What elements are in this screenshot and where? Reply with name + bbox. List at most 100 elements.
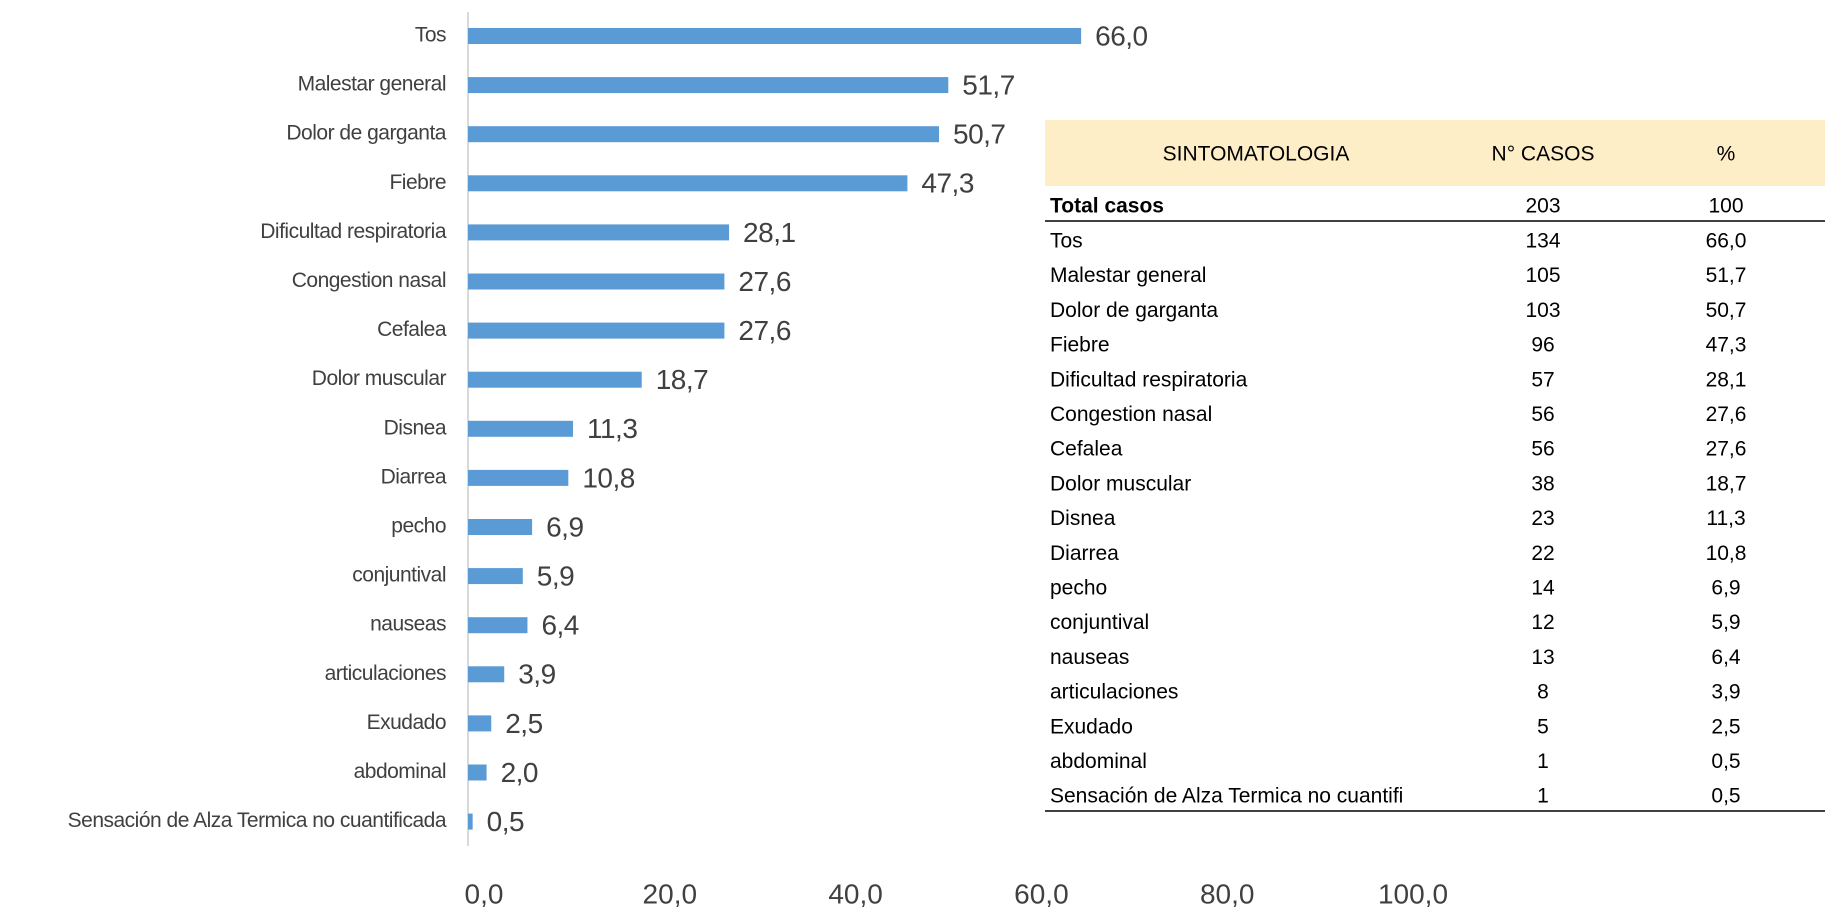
bar	[468, 764, 487, 781]
table-cell: 6,9	[1711, 577, 1740, 600]
category-label: abdominal	[354, 760, 446, 783]
bar	[468, 715, 492, 732]
table-cell: 18,7	[1706, 472, 1747, 495]
table-cell: 14	[1531, 577, 1555, 600]
table-cell: Disnea	[1050, 507, 1116, 530]
table-cell: articulaciones	[1050, 681, 1178, 704]
table-cell: 23	[1531, 507, 1554, 530]
bar	[468, 28, 1082, 44]
x-tick-label: 20,0	[643, 878, 698, 909]
table-cell: 103	[1525, 299, 1560, 322]
category-label: conjuntival	[352, 564, 446, 587]
value-label: 2,5	[505, 708, 542, 739]
table-cell: 56	[1531, 438, 1554, 461]
table-cell: 5	[1537, 715, 1549, 738]
category-label: articulaciones	[325, 662, 446, 685]
table-cell: 8	[1537, 681, 1549, 704]
value-label: 2,0	[501, 757, 538, 788]
table-cell: 27,6	[1706, 403, 1747, 426]
category-label: pecho	[391, 515, 446, 538]
table-header: SINTOMATOLOGIA	[1163, 143, 1350, 166]
table-cell: 6,4	[1711, 646, 1741, 669]
category-label: Cefalea	[377, 318, 447, 341]
table-cell: Malestar general	[1050, 264, 1206, 287]
value-label: 47,3	[921, 168, 974, 199]
category-label: nauseas	[370, 613, 446, 636]
category-label: Dificultad respiratoria	[260, 220, 447, 243]
table-cell: Dolor de garganta	[1050, 299, 1218, 322]
table-cell: 38	[1531, 472, 1554, 495]
table-cell: 10,8	[1706, 542, 1747, 565]
category-label: Diarrea	[381, 465, 447, 488]
table-cell: 50,7	[1706, 299, 1747, 322]
table-cell: 11,3	[1706, 507, 1745, 530]
table-cell: Sensación de Alza Termica no cuantifi	[1050, 785, 1403, 808]
table-cell: Dolor muscular	[1050, 472, 1191, 495]
table-cell: 47,3	[1706, 334, 1747, 357]
table-cell: 13	[1531, 646, 1554, 669]
table-cell: Exudado	[1050, 715, 1133, 738]
table-cell: abdominal	[1050, 750, 1147, 773]
bar	[468, 77, 949, 94]
value-label: 10,8	[582, 462, 635, 493]
table-cell: Fiebre	[1050, 334, 1110, 357]
value-label: 5,9	[537, 560, 574, 591]
x-tick-label: 60,0	[1014, 878, 1069, 909]
bar	[468, 322, 725, 339]
table-cell: 3,9	[1711, 681, 1740, 704]
x-tick-label: 40,0	[828, 878, 883, 909]
bar	[468, 813, 473, 830]
category-label: Disnea	[384, 416, 447, 439]
category-label: Dolor muscular	[312, 367, 447, 390]
category-label: Congestion nasal	[292, 269, 446, 292]
value-label: 50,7	[953, 119, 1006, 150]
table-cell: 51,7	[1706, 264, 1747, 287]
table-cell: 2,5	[1711, 715, 1740, 738]
table-cell: 22	[1531, 542, 1554, 565]
table-cell: 57	[1531, 368, 1554, 391]
table-header: N° CASOS	[1492, 143, 1595, 166]
table-cell: 66,0	[1706, 230, 1747, 253]
table-cell: Diarrea	[1050, 542, 1119, 565]
table-cell: 1	[1537, 785, 1549, 808]
bar	[468, 420, 573, 437]
bar	[468, 224, 730, 241]
table-cell: 1	[1537, 750, 1549, 773]
value-label: 27,6	[738, 266, 791, 297]
bar	[468, 568, 523, 585]
table-cell: 12	[1531, 611, 1554, 634]
table-cell: 27,6	[1706, 438, 1747, 461]
table-cell: pecho	[1050, 577, 1107, 600]
table-header: %	[1717, 143, 1736, 166]
table-cell: 0,5	[1711, 785, 1740, 808]
value-label: 18,7	[656, 364, 709, 395]
category-label: Sensación de Alza Termica no cuantificad…	[68, 809, 447, 832]
table-cell: 0,5	[1711, 750, 1740, 773]
bar	[468, 519, 533, 535]
x-tick-label: 0,0	[465, 878, 504, 909]
category-label: Malestar general	[298, 73, 446, 96]
table-header-band	[1045, 120, 1825, 186]
table-cell: Dificultad respiratoria	[1050, 368, 1248, 391]
value-label: 3,9	[518, 659, 555, 690]
bar	[468, 469, 569, 486]
bar	[468, 175, 908, 192]
table-cell: Cefalea	[1050, 438, 1123, 461]
category-label: Exudado	[367, 711, 446, 734]
table-cell: 5,9	[1711, 611, 1740, 634]
table-cell: 96	[1531, 334, 1554, 357]
bar	[468, 617, 528, 634]
table-cell: 134	[1525, 230, 1560, 253]
table-total: 203	[1525, 195, 1560, 218]
table-cell: 105	[1525, 264, 1560, 287]
x-tick-label: 100,0	[1378, 878, 1448, 909]
value-label: 28,1	[743, 217, 796, 248]
value-label: 51,7	[962, 69, 1015, 100]
table-cell: Tos	[1050, 230, 1083, 253]
table-cell: nauseas	[1050, 646, 1129, 669]
value-label: 66,0	[1095, 20, 1148, 51]
bar	[468, 371, 642, 388]
value-label: 0,5	[487, 806, 524, 837]
value-label: 27,6	[738, 315, 791, 346]
